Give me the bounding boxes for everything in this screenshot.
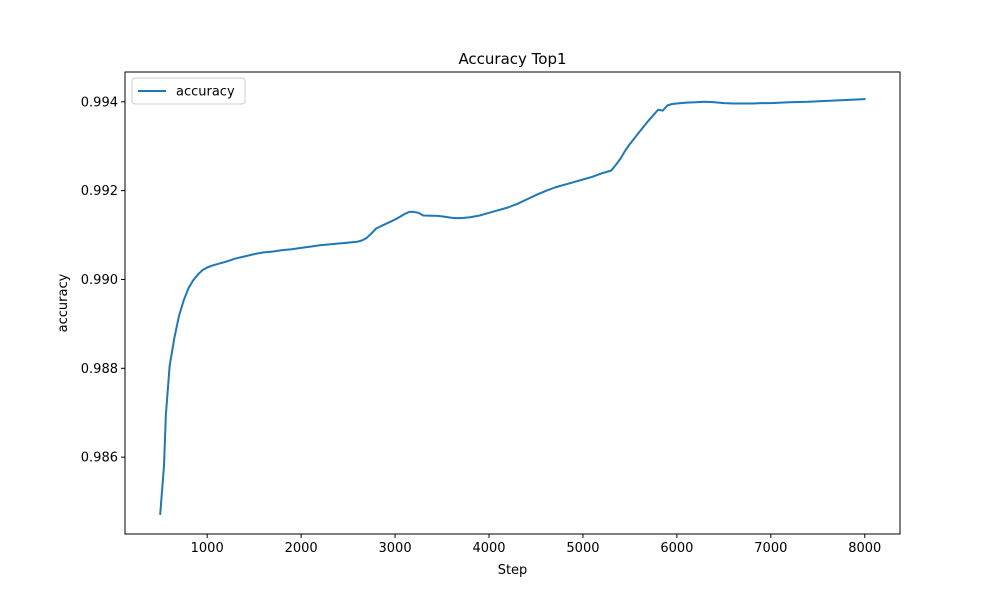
y-tick-label: 0.992 <box>81 184 118 199</box>
y-tick-label: 0.988 <box>81 362 118 377</box>
series-layer <box>159 98 866 516</box>
x-axis-label: Step <box>498 563 528 578</box>
x-tick-label: 7000 <box>754 541 787 556</box>
y-axis-label: accuracy <box>56 273 71 332</box>
legend-box <box>131 77 246 105</box>
x-tick-label: 8000 <box>848 541 881 556</box>
series-line-accuracy <box>159 98 866 516</box>
x-axis-ticks: 1000 2000 3000 4000 5000 6000 7000 8000 <box>191 534 881 556</box>
y-tick-label: 0.990 <box>81 273 118 288</box>
x-tick-label: 1000 <box>191 541 224 556</box>
plot-area <box>125 72 900 534</box>
y-tick-label: 0.994 <box>81 95 118 110</box>
legend: accuracy <box>131 77 246 105</box>
x-tick-label: 2000 <box>285 541 318 556</box>
x-tick-label: 4000 <box>472 541 505 556</box>
x-tick-label: 3000 <box>379 541 412 556</box>
x-tick-label: 6000 <box>660 541 693 556</box>
chart-title: Accuracy Top1 <box>458 50 566 68</box>
y-axis-ticks: 0.986 0.988 0.990 0.992 0.994 <box>81 95 125 466</box>
plot-frame <box>124 71 901 535</box>
y-tick-label: 0.986 <box>81 451 118 466</box>
legend-label-accuracy: accuracy <box>176 85 235 100</box>
x-tick-label: 5000 <box>566 541 599 556</box>
